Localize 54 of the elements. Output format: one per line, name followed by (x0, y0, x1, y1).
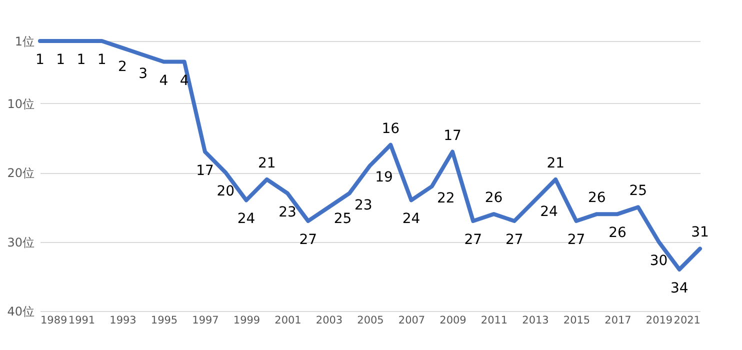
x-tick-label: 2003 (316, 314, 343, 326)
x-tick-label: 2011 (480, 314, 508, 326)
data-label: 30 (650, 252, 668, 269)
x-tick-label: 2005 (357, 314, 384, 326)
data-label: 24 (237, 211, 256, 228)
data-label: 17 (444, 128, 462, 144)
data-label: 19 (375, 170, 393, 186)
y-tick-label: 20位 (7, 166, 34, 180)
x-tick-label: 1995 (150, 314, 178, 326)
data-label: 26 (608, 225, 626, 242)
data-label: 34 (670, 280, 688, 296)
x-tick-label: 2021 (674, 314, 700, 326)
x-tick-label: 2017 (604, 314, 632, 326)
data-label: 26 (588, 190, 606, 206)
data-label: 16 (382, 120, 400, 137)
data-label: 24 (402, 211, 420, 228)
data-label: 20 (216, 184, 235, 200)
data-label: 27 (505, 232, 524, 248)
data-label: 1 (36, 52, 44, 68)
x-tick-label: 1991 (68, 314, 96, 326)
data-label: 23 (354, 197, 372, 214)
data-label: 27 (567, 232, 586, 248)
data-label: 23 (278, 204, 296, 220)
data-label: 4 (159, 72, 168, 89)
data-label: 21 (546, 155, 565, 172)
data-label: 26 (484, 190, 503, 206)
data-label: 1 (56, 52, 66, 68)
data-label: 3 (138, 66, 148, 82)
x-tick-label: 2019 (646, 314, 673, 326)
data-label: 17 (196, 162, 214, 179)
x-tick-label: 2007 (398, 314, 426, 326)
data-label: 25 (629, 183, 648, 200)
data-label: 21 (258, 155, 276, 172)
data-label: 31 (691, 224, 709, 241)
data-label: 25 (334, 211, 352, 228)
data-label: 1 (97, 52, 106, 68)
data-label: 2 (118, 58, 127, 75)
y-tick-label: 10位 (7, 96, 34, 111)
y-tick-label: 1位 (14, 34, 34, 48)
x-tick-label: 1999 (233, 314, 260, 326)
x-tick-label: 2009 (440, 314, 466, 326)
x-tick-label: 2013 (522, 314, 549, 326)
data-label: 1 (76, 52, 86, 68)
y-tick-label: 30位 (7, 235, 34, 250)
data-label: 27 (299, 232, 318, 248)
data-label: 22 (436, 190, 455, 206)
data-label: 27 (464, 232, 482, 248)
x-tick-label: 1997 (192, 314, 219, 326)
y-tick-label: 40位 (7, 304, 34, 318)
data-label: 24 (540, 204, 558, 220)
x-tick-label: 2001 (274, 314, 302, 326)
x-tick-label: 2015 (563, 314, 590, 326)
x-tick-label: 1989 (40, 314, 68, 326)
x-tick-label: 1993 (110, 314, 136, 326)
